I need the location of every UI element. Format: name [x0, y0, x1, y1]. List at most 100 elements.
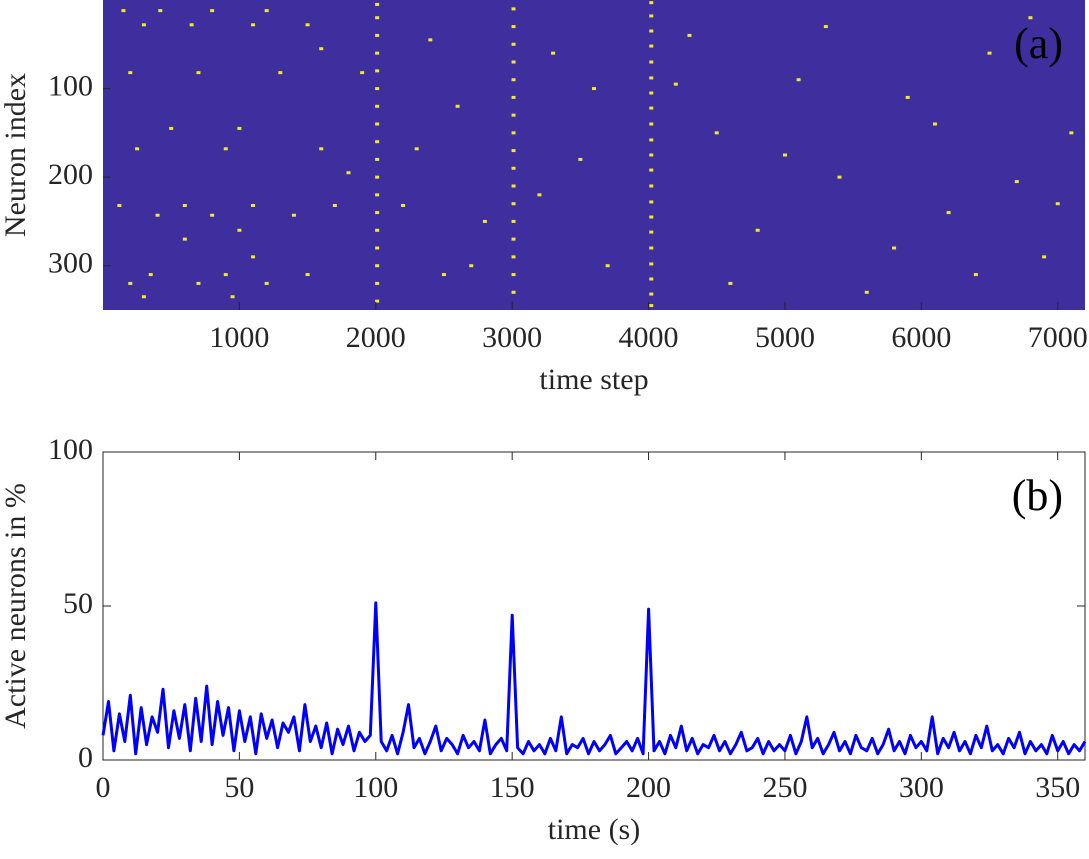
spike [148, 273, 153, 277]
spike [511, 255, 516, 259]
spike [511, 149, 516, 153]
spike [401, 203, 406, 207]
spike [319, 47, 324, 51]
spike [375, 140, 380, 144]
raster-background [103, 0, 1085, 310]
spike [649, 153, 654, 157]
spike [649, 168, 654, 172]
spike [264, 9, 269, 13]
x-tick-label: 300 [899, 771, 944, 804]
spike [649, 262, 654, 266]
spike [649, 60, 654, 64]
spike [649, 122, 654, 126]
spike [511, 166, 516, 170]
spike [455, 104, 460, 108]
spike [892, 246, 897, 250]
spike [237, 126, 242, 130]
spike [375, 87, 380, 91]
spike [428, 38, 433, 42]
spike [223, 273, 228, 277]
spike [141, 23, 146, 27]
spike [375, 246, 380, 250]
spike [537, 193, 542, 197]
spike [482, 219, 487, 223]
spike [375, 33, 380, 37]
spike [375, 16, 380, 20]
y-axis-label: Neuron index [0, 73, 32, 237]
spike [319, 147, 324, 151]
activity-line [101, 601, 1087, 756]
spike [649, 106, 654, 110]
spike [649, 230, 654, 234]
spike [375, 2, 380, 6]
x-tick-label: 150 [490, 771, 535, 804]
x-axis-label: time step [539, 363, 648, 396]
x-tick-label: 2000 [346, 321, 406, 354]
spike [511, 131, 516, 135]
spike [1055, 202, 1060, 206]
spike [223, 147, 228, 151]
spike [251, 203, 256, 207]
spike [158, 9, 163, 13]
spike [305, 273, 310, 277]
spike [230, 295, 235, 299]
spike [649, 277, 654, 281]
panel-label: (a) [1014, 19, 1063, 68]
spike [837, 175, 842, 179]
spike [649, 1, 654, 5]
spike [196, 281, 201, 285]
spike [511, 290, 516, 294]
y-tick-label: 100 [48, 69, 93, 102]
spike [511, 184, 516, 188]
spike [511, 7, 516, 11]
spike [182, 237, 187, 241]
spike [1042, 255, 1047, 259]
spike [973, 273, 978, 277]
x-tick-label: 3000 [482, 321, 542, 354]
spike [196, 71, 201, 75]
x-tick-label: 250 [762, 771, 807, 804]
y-tick-label: 100 [48, 433, 93, 466]
spike [932, 122, 937, 126]
spike [169, 126, 174, 130]
spike [414, 147, 419, 151]
spike [278, 71, 283, 75]
panel-label: (b) [1012, 471, 1063, 520]
spike [511, 237, 516, 241]
x-tick-label: 1000 [209, 321, 269, 354]
y-tick-label: 300 [48, 247, 93, 280]
y-tick-label: 50 [63, 587, 93, 620]
spike [649, 200, 654, 204]
spike [210, 213, 215, 217]
spike [375, 175, 380, 179]
y-tick-label: 200 [48, 158, 93, 191]
spike [360, 71, 365, 75]
spike [375, 264, 380, 268]
spike [946, 211, 951, 215]
spike [649, 76, 654, 80]
spike [605, 264, 610, 268]
spike [375, 122, 380, 126]
spike [796, 78, 801, 82]
spike [649, 29, 654, 33]
spike [649, 292, 654, 296]
spike [864, 290, 869, 294]
spike [649, 246, 654, 250]
spike [511, 25, 516, 29]
spike [649, 138, 654, 142]
spike [649, 44, 654, 48]
spike [375, 228, 380, 232]
spike [511, 42, 516, 46]
spike [592, 87, 596, 91]
spike [511, 60, 516, 64]
spike [649, 14, 654, 18]
spike [375, 157, 380, 161]
spike [251, 23, 256, 27]
spike [905, 95, 910, 99]
spike [1028, 16, 1033, 20]
x-tick-label: 200 [626, 771, 671, 804]
spike [375, 281, 380, 285]
spike [755, 228, 760, 232]
spike [511, 219, 516, 223]
